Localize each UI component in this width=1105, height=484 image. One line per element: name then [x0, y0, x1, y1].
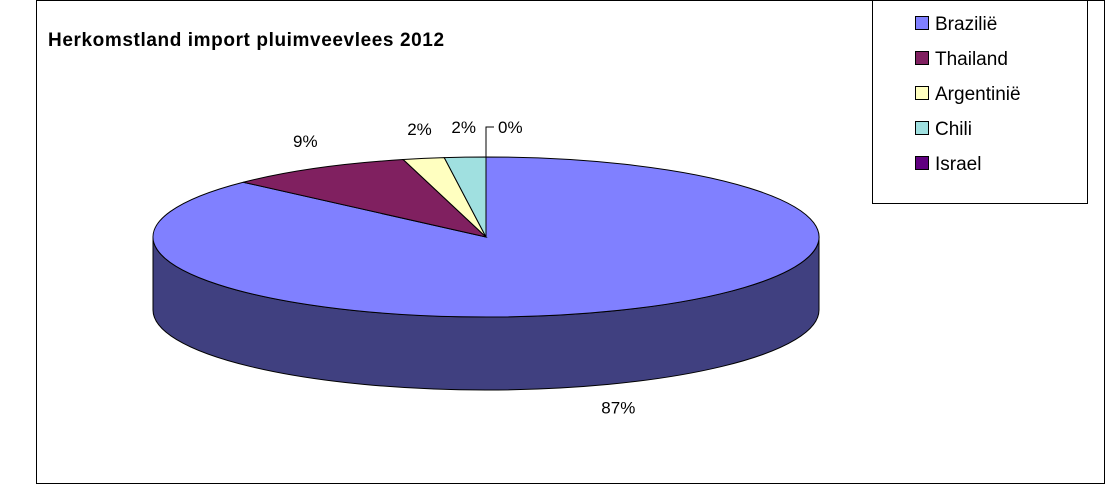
legend-label-chili: Chili	[935, 119, 972, 140]
legend-swatch-israel	[915, 156, 929, 170]
data-label-argentinie: 2%	[407, 120, 432, 139]
legend-label-argentinie: Argentinië	[935, 84, 1021, 105]
legend-swatch-argentinie	[915, 86, 929, 100]
data-label-chili: 2%	[451, 118, 476, 137]
legend-label-brazilie: Brazilië	[935, 14, 997, 35]
legend: Brazilië Thailand Argentinië Chili Israel	[872, 0, 1088, 204]
chart-title: Herkomstland import pluimveevlees 2012	[48, 30, 445, 51]
leader-line-israel	[485, 126, 494, 157]
pie-slice-thailand	[243, 159, 488, 238]
data-label-israel: 0%	[498, 118, 523, 137]
pie-top-slices	[152, 156, 820, 318]
legend-frame	[872, 0, 1088, 204]
data-label-thailand: 9%	[293, 132, 318, 151]
legend-swatch-chili	[915, 121, 929, 135]
legend-label-thailand: Thailand	[935, 49, 1008, 70]
data-label-brazilie: 87%	[601, 398, 635, 417]
legend-label-israel: Israel	[935, 154, 981, 175]
legend-swatch-thailand	[915, 51, 929, 65]
legend-swatch-brazilie	[915, 16, 929, 30]
pie-data-labels: 87% 9% 2% 2% 0%	[293, 118, 635, 417]
